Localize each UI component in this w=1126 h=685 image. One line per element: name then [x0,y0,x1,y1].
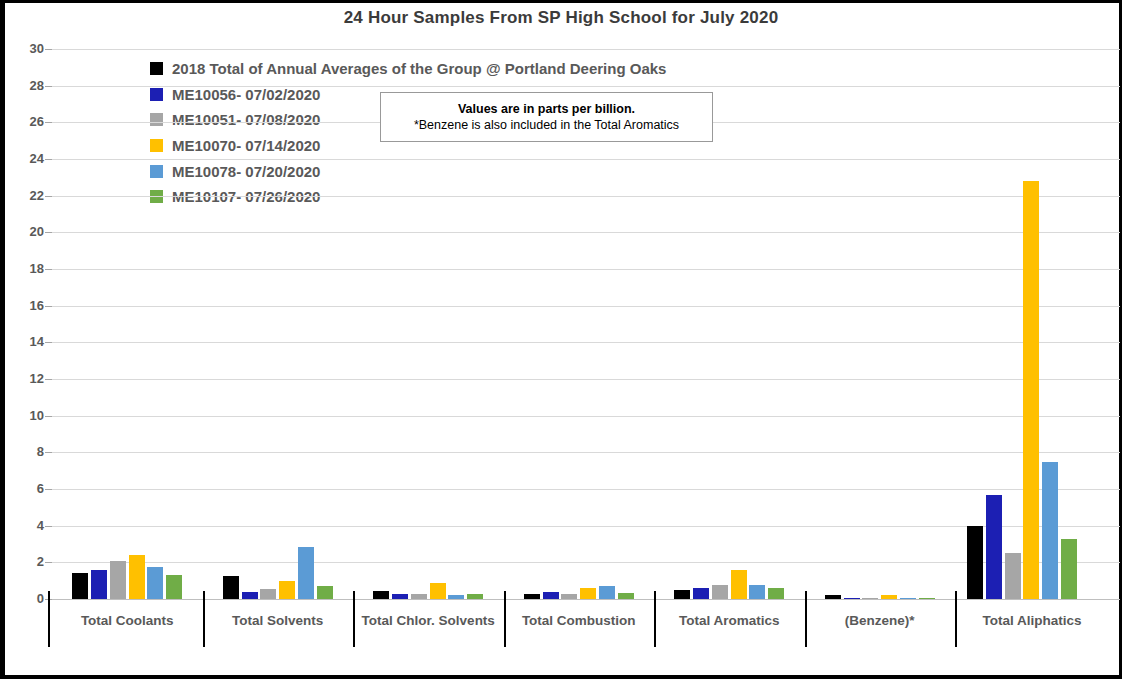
gridline [52,196,1120,197]
y-axis-tick-label: 16 [12,298,44,314]
bar [919,598,935,600]
y-axis-tick-label: 4 [12,518,44,534]
gridline [52,232,1120,233]
bar [72,573,88,599]
gridline [52,159,1120,160]
bar [825,595,841,599]
bar [712,585,728,599]
bar [147,567,163,599]
bar [129,555,145,599]
axis-tick [45,306,52,307]
bar [467,594,483,599]
bar [260,589,276,599]
category-separator [654,591,656,647]
bar [768,588,784,599]
bar [1005,553,1021,599]
bar [618,593,634,599]
bar [693,588,709,599]
bar [731,570,747,599]
y-axis-tick-label: 0 [12,591,44,607]
bar [862,598,878,600]
axis-tick [45,526,52,527]
gridline [52,306,1120,307]
gridline [52,599,1120,600]
y-axis-tick-label: 14 [12,334,44,350]
gridline [52,489,1120,490]
bar [317,586,333,599]
bar [448,595,464,599]
bar [881,595,897,599]
category-separator [805,591,807,647]
category-separator [504,591,506,647]
bar [91,570,107,599]
bar [279,581,295,599]
y-axis-tick-label: 10 [12,408,44,424]
gridline [52,379,1120,380]
y-axis-tick-label: 28 [12,78,44,94]
category-separator [48,591,50,647]
axis-tick [45,86,52,87]
bar [561,594,577,600]
bar [749,585,765,599]
gridline [52,269,1120,270]
axis-tick [45,232,52,233]
bar [242,592,258,599]
gridline [52,49,1120,50]
category-separator [955,591,957,647]
bar [223,576,239,599]
axis-tick [45,416,52,417]
bar [580,588,596,599]
note-line-1: Values are in parts per billion. [458,102,635,116]
bar [392,594,408,599]
bar [674,590,690,599]
y-axis-tick-label: 2 [12,554,44,570]
bar [1023,181,1039,599]
y-axis-tick-label: 30 [12,41,44,57]
y-axis-tick-label: 24 [12,151,44,167]
bar [524,594,540,600]
axis-tick [45,489,52,490]
bar [1061,539,1077,600]
axis-tick [45,562,52,563]
bar [430,583,446,599]
category-separator [203,591,205,647]
gridline [52,416,1120,417]
bar [411,594,427,600]
axis-tick [45,49,52,50]
gridline [52,86,1120,87]
bar [110,561,126,600]
y-axis-tick-label: 18 [12,261,44,277]
y-axis-tick-label: 22 [12,188,44,204]
bar [1042,462,1058,600]
axis-tick [45,342,52,343]
axis-tick [45,122,52,123]
axis-tick [45,159,52,160]
bar [967,526,983,599]
y-axis-tick-label: 8 [12,444,44,460]
category-separator [353,591,355,647]
y-axis-tick-label: 6 [12,481,44,497]
bar [986,495,1002,600]
axis-tick [45,196,52,197]
note-box: Values are in parts per billion. *Benzen… [380,92,713,142]
y-axis-tick-label: 12 [12,371,44,387]
y-axis-tick-label: 26 [12,114,44,130]
category-label: Total Aliphatics [942,613,1122,628]
axis-tick [45,452,52,453]
y-axis-tick-label: 20 [12,224,44,240]
gridline [52,526,1120,527]
gridline [52,452,1120,453]
bar [373,591,389,599]
gridline [52,562,1120,563]
bar [166,575,182,599]
bar [844,598,860,600]
axis-tick [45,379,52,380]
bar [599,586,615,599]
bar [900,598,916,600]
bar [543,592,559,599]
note-line-2: *Benzene is also included in the Total A… [414,118,679,132]
gridline [52,342,1120,343]
bar [298,547,314,599]
axis-tick [45,269,52,270]
